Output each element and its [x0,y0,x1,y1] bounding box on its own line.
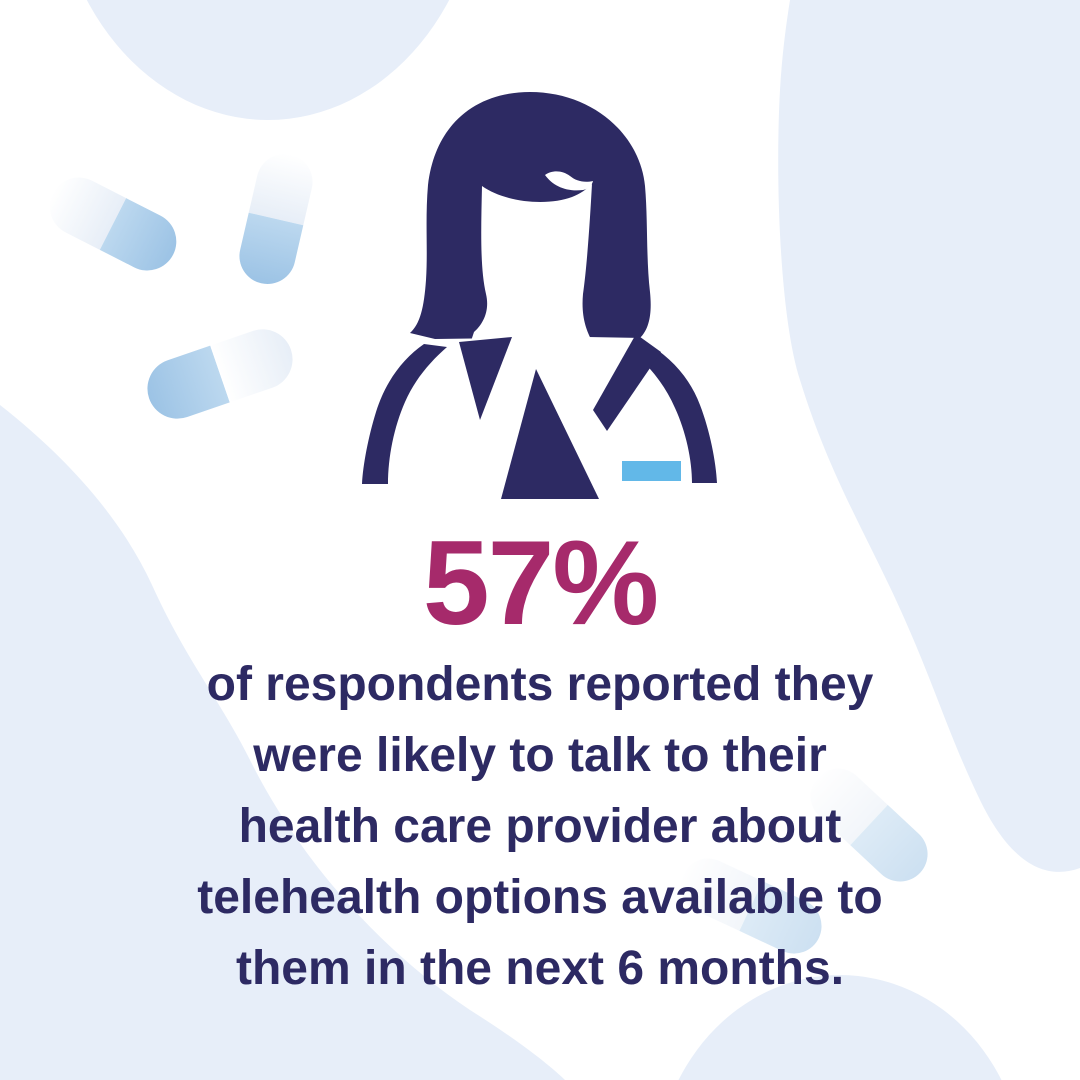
capsule-pill-icon [239,154,313,284]
blob-bottom-center [678,975,1002,1080]
blob-bottom-left [0,405,565,1080]
avatar-face [471,184,592,341]
avatar-inner-shirt [501,369,599,499]
stat-description-line: them in the next 6 months. [235,942,845,995]
avatar-left-lapel [459,337,512,420]
stat-value: 57% [422,516,659,650]
avatar-hair-curl [545,171,593,191]
capsule-pill-icon [810,768,928,882]
capsule-pill-icon [147,329,293,419]
avatar-right-lapel [593,334,661,431]
blob-top [86,0,450,120]
capsule-pill-icon [680,858,822,954]
female-health-provider-avatar-icon [362,92,717,499]
blob-right [778,0,1080,872]
stat-description-line: were likely to talk to their [253,729,827,782]
avatar-coat-left-arm [362,344,447,484]
stat-description-line: telehealth options available to [197,871,883,924]
capsule-pill-icon [49,177,177,271]
stat-description: of respondents reported they were likely… [0,649,1080,1004]
stat-description-line: of respondents reported they [206,658,874,711]
stat-description-line: health care provider about [238,800,842,853]
avatar-coat-right-arm [633,342,717,483]
avatar-pocket-badge [622,461,681,481]
